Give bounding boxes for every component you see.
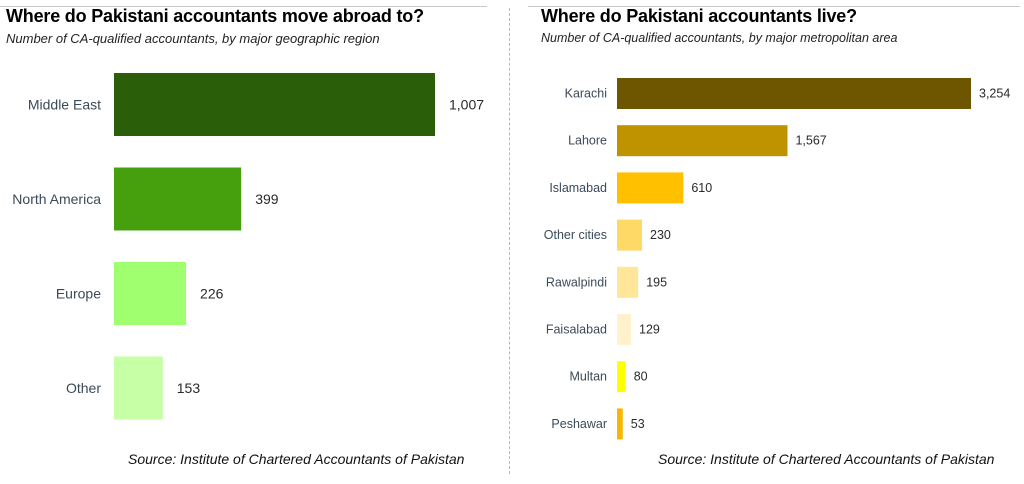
chart-source: Source: Institute of Chartered Accountan… — [658, 451, 995, 467]
category-label-multan: Multan — [569, 370, 607, 384]
value-label-europe: 226 — [200, 286, 224, 302]
chart-subtitle: Number of CA-qualified accountants, by m… — [541, 31, 898, 45]
value-label-lahore: 1,567 — [795, 134, 826, 148]
bar-other — [114, 356, 163, 420]
category-label-europe: Europe — [56, 286, 101, 302]
bar-other-cities — [617, 219, 643, 251]
bar-peshawar — [617, 408, 623, 440]
value-label-north-america: 399 — [255, 191, 279, 207]
chart-title: Where do Pakistani accountants live? — [541, 6, 857, 26]
value-label-rawalpindi: 195 — [646, 275, 667, 289]
category-label-other-cities: Other cities — [544, 228, 607, 242]
value-label-karachi: 3,254 — [979, 87, 1010, 101]
bar-rawalpindi — [617, 266, 639, 298]
chart-source: Source: Institute of Chartered Accountan… — [128, 451, 465, 467]
category-label-islamabad: Islamabad — [549, 181, 607, 195]
chart-title: Where do Pakistani accountants move abro… — [6, 6, 424, 26]
regions-bar-chart: Middle East 1,007 North America 399 Europe 22… — [12, 73, 484, 420]
bar-lahore — [617, 125, 788, 157]
value-label-peshawar: 53 — [631, 417, 645, 431]
bar-islamabad — [617, 172, 684, 204]
bar-karachi — [617, 78, 971, 109]
category-label-north-america: North America — [12, 191, 101, 207]
value-label-islamabad: 610 — [691, 181, 712, 195]
bar-multan — [617, 361, 626, 393]
cities-bar-chart: Karachi 3,254 Lahore 1,567 Islamabad 610 Other… — [544, 78, 1010, 440]
category-label-rawalpindi: Rawalpindi — [546, 275, 607, 289]
category-label-middle-east: Middle East — [28, 97, 101, 113]
category-label-faisalabad: Faisalabad — [546, 323, 607, 337]
category-label-lahore: Lahore — [568, 134, 607, 148]
bar-north-america — [114, 167, 242, 231]
value-label-other: 153 — [177, 380, 201, 396]
value-label-faisalabad: 129 — [639, 323, 660, 337]
top-rule — [0, 6, 487, 7]
value-label-middle-east: 1,007 — [449, 97, 484, 113]
category-label-peshawar: Peshawar — [551, 417, 607, 431]
bar-middle-east — [114, 73, 435, 136]
top-rule — [528, 6, 1020, 7]
value-label-multan: 80 — [634, 370, 648, 384]
bar-europe — [114, 262, 187, 325]
bar-faisalabad — [617, 314, 632, 345]
category-label-karachi: Karachi — [565, 87, 607, 101]
chart-panel-cities: Where do Pakistani accountants live? Num… — [512, 0, 1024, 484]
chart-subtitle: Number of CA-qualified accountants, by m… — [6, 31, 380, 46]
value-label-other-cities: 230 — [650, 228, 671, 242]
category-label-other: Other — [66, 380, 101, 396]
panel-divider — [509, 8, 510, 474]
chart-panel-regions: Where do Pakistani accountants move abro… — [0, 0, 497, 484]
